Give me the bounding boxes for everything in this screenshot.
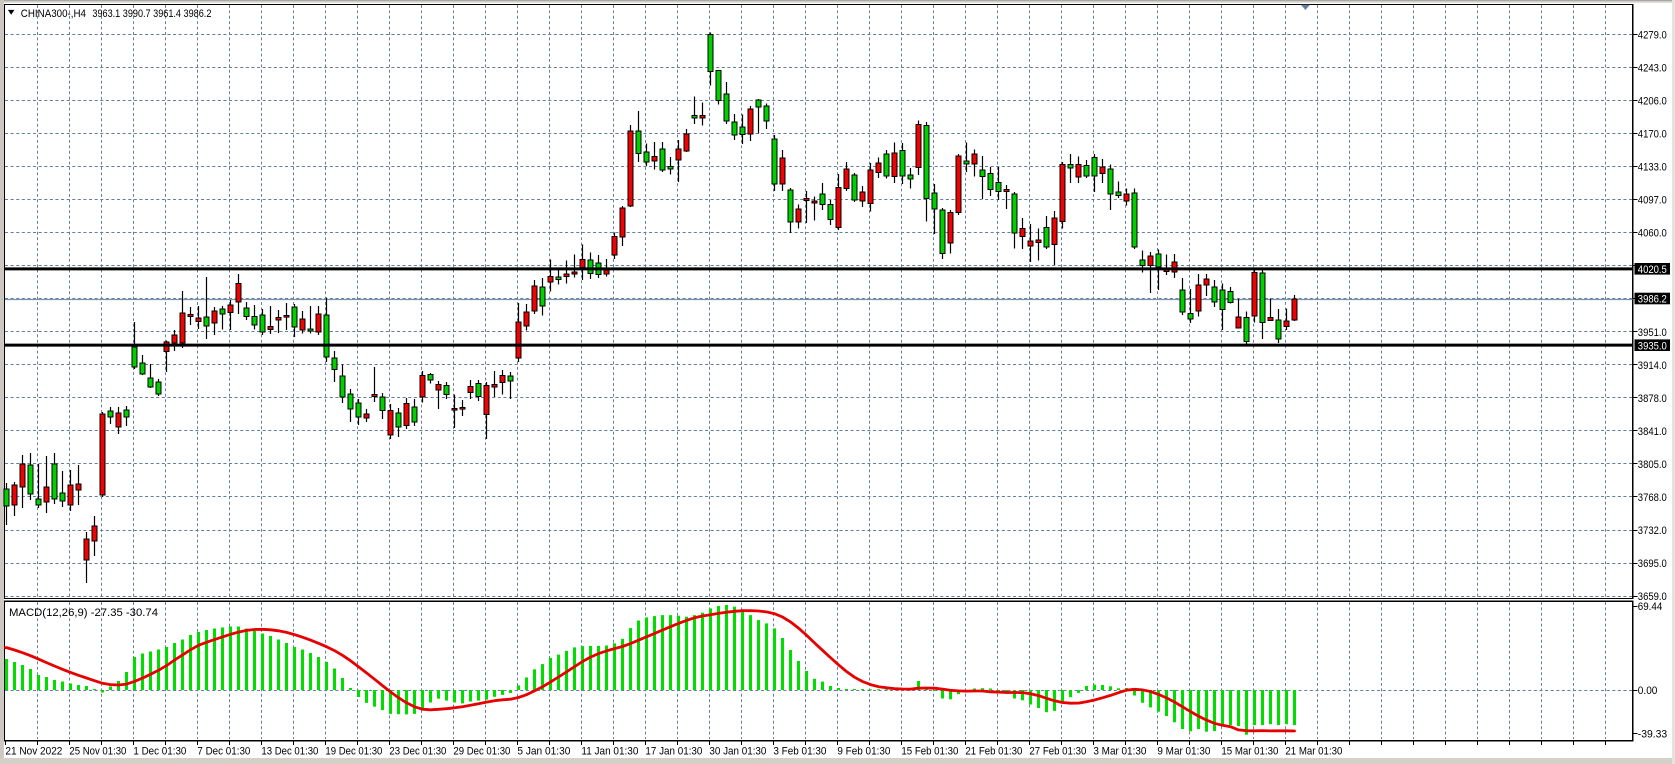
svg-text:3986.2: 3986.2: [1638, 294, 1667, 306]
svg-text:4279.0: 4279.0: [1638, 30, 1667, 42]
svg-text:4133.0: 4133.0: [1638, 162, 1667, 174]
svg-text:29 Dec 01:30: 29 Dec 01:30: [453, 746, 510, 758]
svg-text:3 Feb 01:30: 3 Feb 01:30: [773, 746, 826, 758]
svg-text:27 Feb 01:30: 27 Feb 01:30: [1029, 746, 1086, 758]
svg-text:3951.0: 3951.0: [1638, 327, 1667, 339]
svg-text:MACD(12,26,9) -27.35 -30.74: MACD(12,26,9) -27.35 -30.74: [9, 607, 158, 619]
svg-text:4243.0: 4243.0: [1638, 63, 1667, 75]
svg-text:3659.0: 3659.0: [1638, 591, 1667, 603]
svg-text:3 Mar 01:30: 3 Mar 01:30: [1093, 746, 1146, 758]
svg-text:3695.0: 3695.0: [1638, 558, 1667, 570]
svg-text:5 Jan 01:30: 5 Jan 01:30: [517, 746, 570, 758]
svg-text:3805.0: 3805.0: [1638, 459, 1667, 471]
svg-text:3768.0: 3768.0: [1638, 492, 1667, 504]
svg-text:3963.1 3990.7 3961.4 3986.2: 3963.1 3990.7 3961.4 3986.2: [92, 8, 211, 20]
svg-text:4097.0: 4097.0: [1638, 195, 1667, 207]
svg-text:3878.0: 3878.0: [1638, 393, 1667, 405]
svg-text:9 Feb 01:30: 9 Feb 01:30: [837, 746, 890, 758]
svg-text:4170.0: 4170.0: [1638, 129, 1667, 141]
svg-text:21 Nov 2022: 21 Nov 2022: [5, 746, 62, 758]
svg-text:4206.0: 4206.0: [1638, 96, 1667, 108]
svg-text:11 Jan 01:30: 11 Jan 01:30: [581, 746, 638, 758]
svg-text:4020.5: 4020.5: [1638, 264, 1667, 276]
svg-text:3935.0: 3935.0: [1638, 340, 1667, 352]
svg-text:1 Dec 01:30: 1 Dec 01:30: [133, 746, 186, 758]
svg-text:13 Dec 01:30: 13 Dec 01:30: [261, 746, 318, 758]
svg-text:15 Mar 01:30: 15 Mar 01:30: [1221, 746, 1278, 758]
svg-text:0.00: 0.00: [1638, 685, 1658, 697]
svg-text:9 Mar 01:30: 9 Mar 01:30: [1157, 746, 1210, 758]
svg-text:30 Jan 01:30: 30 Jan 01:30: [709, 746, 766, 758]
svg-text:3841.0: 3841.0: [1638, 426, 1667, 438]
svg-text:21 Mar 01:30: 21 Mar 01:30: [1285, 746, 1342, 758]
svg-text:25 Nov 01:30: 25 Nov 01:30: [69, 746, 126, 758]
svg-text:21 Feb 01:30: 21 Feb 01:30: [965, 746, 1022, 758]
svg-text:3732.0: 3732.0: [1638, 525, 1667, 537]
svg-text:4060.0: 4060.0: [1638, 228, 1667, 240]
svg-text:23 Dec 01:30: 23 Dec 01:30: [389, 746, 446, 758]
svg-text:15 Feb 01:30: 15 Feb 01:30: [901, 746, 958, 758]
svg-text:CHINA300-,H4: CHINA300-,H4: [21, 8, 86, 20]
svg-text:17 Jan 01:30: 17 Jan 01:30: [645, 746, 702, 758]
svg-text:-39.33: -39.33: [1638, 729, 1667, 741]
svg-text:3914.0: 3914.0: [1638, 360, 1667, 372]
svg-text:19 Dec 01:30: 19 Dec 01:30: [325, 746, 382, 758]
svg-text:7 Dec 01:30: 7 Dec 01:30: [197, 746, 250, 758]
svg-text:69.44: 69.44: [1638, 601, 1663, 613]
